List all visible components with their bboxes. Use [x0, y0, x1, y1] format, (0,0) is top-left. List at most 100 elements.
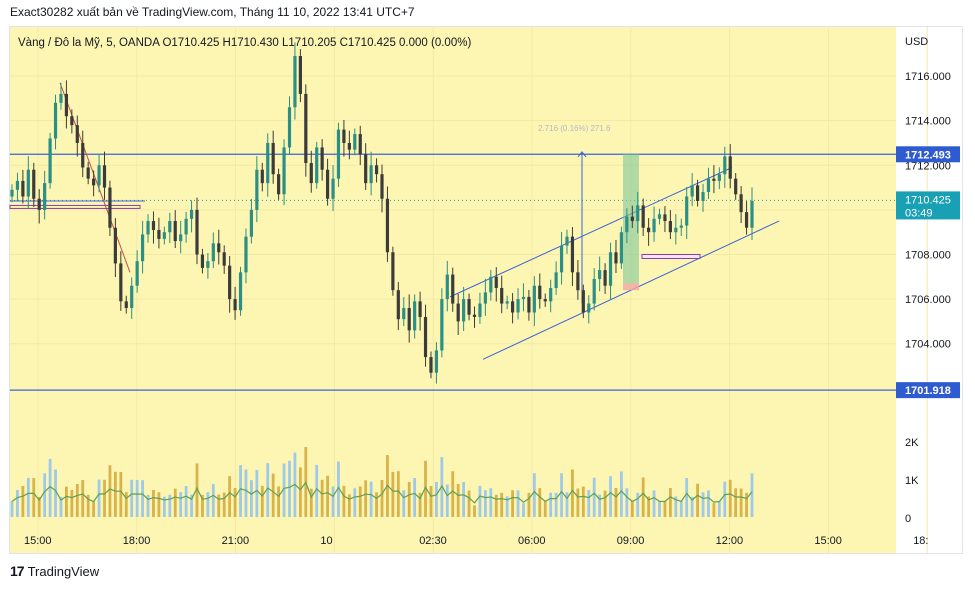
volume-bar [97, 479, 101, 517]
candle-body [380, 174, 384, 199]
volume-bar [222, 492, 226, 517]
chart-frame [9, 26, 963, 554]
support-price-label-box [896, 382, 960, 399]
candle-body [734, 178, 738, 195]
candle-body [81, 142, 85, 168]
volume-bar [195, 463, 199, 517]
candle-body [266, 142, 270, 184]
volume-bar [342, 485, 346, 517]
price-tick-label: 1712.000 [905, 160, 951, 172]
candle-body [43, 183, 47, 210]
price-tick-label: 1716.000 [905, 71, 951, 83]
price-tick-label: 1704.000 [905, 339, 951, 351]
volume-bar [489, 488, 493, 517]
candle-body [358, 134, 362, 155]
candle-body [271, 142, 275, 175]
candle-body [70, 116, 74, 126]
volume-bar [696, 483, 699, 517]
volume-bar [211, 483, 215, 517]
volume-bar [641, 477, 645, 517]
candle-body [320, 147, 324, 170]
candle-body [21, 180, 25, 197]
tradingview-logo-icon: 17 [10, 563, 25, 579]
volume-bar [157, 492, 161, 517]
candle-body [608, 252, 613, 286]
candle-body [592, 279, 596, 304]
volume-bar [571, 469, 574, 517]
candle-body [325, 169, 330, 199]
volume-bar [549, 492, 553, 517]
time-tick-label: 15:00 [24, 535, 52, 547]
candle-body [407, 308, 411, 331]
volume-bar [462, 482, 466, 517]
volume-bar [516, 490, 520, 517]
volume-bar [636, 492, 640, 517]
candle-body [695, 185, 700, 201]
time-tick-label: 18: [913, 535, 928, 547]
volume-bar [679, 500, 683, 517]
volume-bar [745, 492, 748, 517]
volume-bar [16, 490, 19, 517]
candle-body [663, 214, 667, 222]
volume-bar [320, 479, 324, 517]
candle-body [630, 216, 634, 222]
volume-bar [391, 471, 395, 517]
candle-body [500, 287, 504, 304]
volume-bar [364, 480, 368, 517]
volume-bar [630, 501, 634, 517]
candle-body [472, 314, 477, 317]
volume-bar [119, 471, 123, 517]
candle-body [489, 276, 493, 293]
volume-bar [92, 501, 96, 517]
volume-bar [505, 496, 509, 517]
volume-bar [560, 473, 563, 517]
volume-bar [380, 479, 384, 517]
volume-ma-line [11, 481, 753, 504]
candle-body [162, 232, 166, 239]
candle-body [249, 209, 254, 237]
volume-bar [565, 492, 569, 517]
volume-bar [75, 483, 79, 517]
volume-bar [483, 490, 487, 517]
candle-body [712, 178, 716, 181]
volume-bar [712, 503, 716, 517]
price-tick-label: 1714.000 [905, 116, 951, 128]
time-tick-label: 21:00 [222, 535, 250, 547]
candle-body [364, 154, 368, 184]
volume-bar [141, 480, 144, 517]
volume-bar [717, 501, 721, 517]
candle-body [559, 245, 564, 273]
volume-bar [250, 480, 253, 517]
volume-bar [81, 479, 85, 517]
candle-body [130, 285, 134, 309]
volume-bar [603, 490, 607, 517]
range-box-right [641, 253, 701, 259]
candle-body [690, 185, 694, 197]
time-tick-label: 10 [320, 535, 332, 547]
candle-body [679, 225, 683, 228]
volume-bar [685, 478, 689, 517]
volume-tick-label: 2K [905, 437, 919, 449]
volume-bar [522, 503, 525, 517]
time-axis: 15:00 18:00 21:00 10 02:30 06:00 09:00 12:00 15:… [24, 535, 928, 547]
candle-body [32, 169, 36, 199]
volume-bar [168, 494, 172, 517]
volume-bar [135, 479, 139, 517]
volume-bar [554, 492, 558, 517]
candle-body [309, 163, 313, 184]
volume-bar [173, 488, 177, 517]
candle-body [347, 142, 351, 150]
footer-brand[interactable]: 17 TradingView [10, 563, 99, 579]
volume-bar [288, 460, 291, 517]
candle-body [353, 134, 357, 150]
candle-body [244, 236, 248, 273]
volume-bar [48, 458, 52, 517]
volume-bar [43, 473, 47, 517]
volume-bar [451, 471, 455, 517]
volume-bar [407, 482, 411, 517]
candle-body [429, 357, 433, 373]
candle-body [282, 147, 286, 195]
volume-bar [162, 496, 166, 517]
price-tick-label: 1708.000 [905, 249, 951, 261]
